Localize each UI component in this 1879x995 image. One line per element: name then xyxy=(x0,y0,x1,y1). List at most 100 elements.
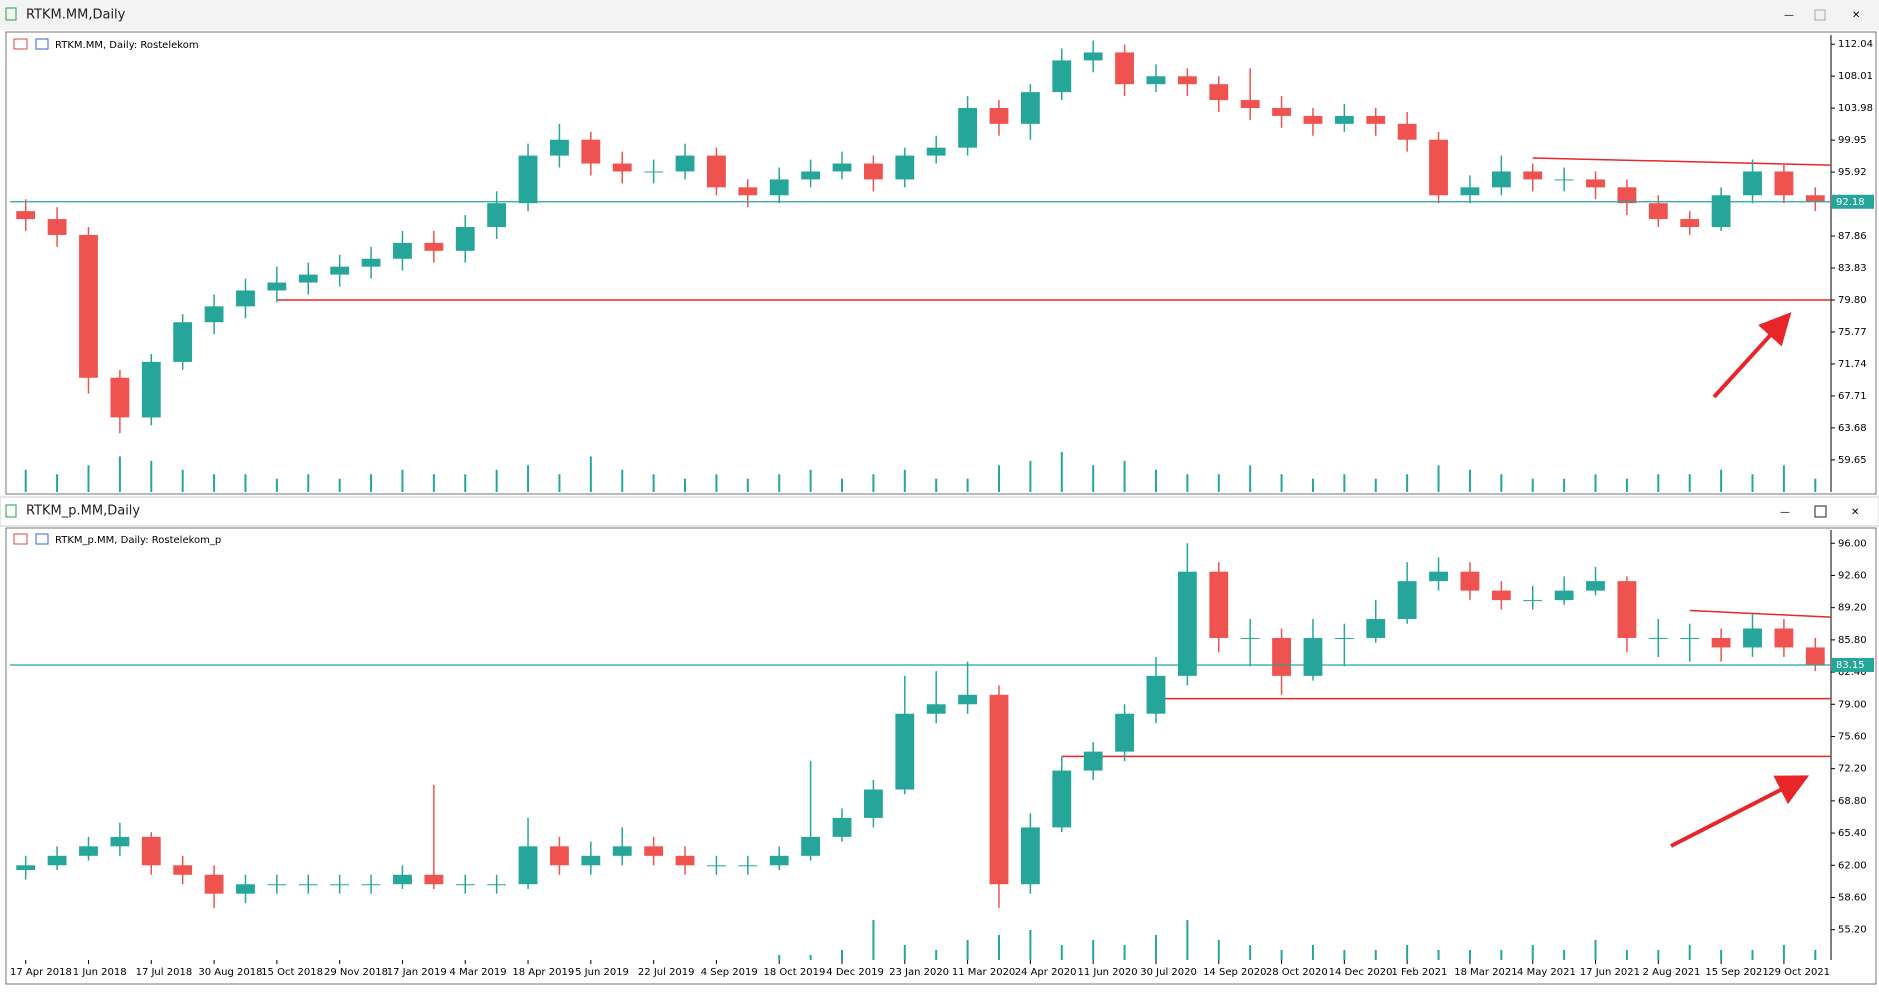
y-tick-label: 96.00 xyxy=(1838,538,1867,549)
x-tick-label: 30 Aug 2018 xyxy=(198,967,262,978)
candle-body xyxy=(1743,628,1762,648)
candle-body xyxy=(1115,713,1134,752)
volume-bar xyxy=(87,465,90,492)
x-tick-label: 24 Apr 2020 xyxy=(1015,967,1077,978)
x-tick-label: 11 Jun 2020 xyxy=(1077,967,1137,978)
volume-bar xyxy=(903,945,906,960)
x-tick-label: 4 Sep 2019 xyxy=(701,967,758,978)
candle-body xyxy=(1240,637,1260,639)
candle-body xyxy=(110,836,130,847)
candle-body xyxy=(801,836,821,856)
volume-bar xyxy=(338,478,341,492)
window-title: RTKM.MM,Daily xyxy=(26,8,126,23)
volume-bar xyxy=(527,465,530,492)
window-icon xyxy=(5,504,17,518)
volume-bar xyxy=(778,955,781,960)
y-tick-label: 89.20 xyxy=(1838,603,1867,614)
volume-bar xyxy=(778,474,781,492)
volume-bar xyxy=(401,469,404,492)
y-tick-label: 95.92 xyxy=(1838,167,1867,178)
candle-body xyxy=(236,884,255,894)
volume-bar xyxy=(1814,478,1817,492)
candle-body xyxy=(518,155,538,204)
volume-bar xyxy=(150,460,153,492)
candle-body xyxy=(1680,637,1700,639)
volume-bar xyxy=(1154,469,1157,492)
volume-bar xyxy=(1720,950,1723,960)
y-tick-label: 85.80 xyxy=(1838,635,1867,646)
candle-body xyxy=(1052,770,1072,828)
candle-body xyxy=(1429,139,1448,196)
candle-body xyxy=(550,139,569,156)
minimize-button[interactable]: — xyxy=(1780,507,1790,518)
candle-body xyxy=(675,155,695,172)
x-tick-label: 2 Aug 2021 xyxy=(1643,967,1701,978)
candle-body xyxy=(895,713,915,790)
volume-bar xyxy=(1688,474,1691,492)
volume-bar xyxy=(1594,474,1597,492)
candle-body xyxy=(1617,187,1637,204)
y-tick-label: 71.74 xyxy=(1838,359,1867,370)
arrow xyxy=(1670,775,1810,848)
candle-body xyxy=(16,211,36,220)
volume-bar xyxy=(1280,950,1283,960)
title-bar xyxy=(0,496,1879,527)
candle-body xyxy=(1491,171,1511,188)
volume-bar xyxy=(1625,478,1628,492)
volume-bar xyxy=(24,469,27,492)
x-tick-label: 15 Sep 2021 xyxy=(1705,967,1768,978)
candle-body xyxy=(487,884,507,886)
candle-body xyxy=(989,107,1009,124)
x-tick-label: 17 Jul 2018 xyxy=(136,967,193,978)
volume-bar xyxy=(935,478,938,492)
x-tick-label: 23 Jan 2020 xyxy=(889,967,949,978)
candle-body xyxy=(1523,171,1543,180)
close-button[interactable]: ✕ xyxy=(1852,10,1860,21)
candle-body xyxy=(1680,219,1700,228)
chart-frame xyxy=(5,527,1877,985)
candle-body xyxy=(1020,92,1040,124)
maximize-button[interactable] xyxy=(1814,505,1827,518)
candle-body xyxy=(581,139,601,164)
volume-bar xyxy=(1437,950,1440,960)
candle-body xyxy=(1491,590,1511,601)
price-label: 92.18 xyxy=(1836,197,1865,208)
maximize-button[interactable] xyxy=(1814,9,1826,21)
candle-body xyxy=(1083,52,1103,61)
volume-bar xyxy=(841,478,844,492)
volume-bar xyxy=(872,920,875,960)
volume-bar xyxy=(370,474,373,492)
candle-body xyxy=(204,874,224,894)
volume-bar xyxy=(1374,950,1377,960)
volume-bar xyxy=(589,456,592,492)
candle-body xyxy=(1272,107,1291,116)
price-label: 83.15 xyxy=(1836,660,1865,671)
y-tick-label: 55.20 xyxy=(1838,925,1867,936)
volume-bar xyxy=(966,478,969,492)
volume-bar xyxy=(652,474,655,492)
close-button[interactable]: ✕ xyxy=(1851,507,1859,518)
volume-bar xyxy=(872,474,875,492)
candle-body xyxy=(1805,195,1825,202)
candle-body xyxy=(393,874,412,885)
candle-body xyxy=(926,704,946,714)
volume-bar xyxy=(1311,478,1314,492)
candle-body xyxy=(581,855,601,866)
volume-bar xyxy=(1311,945,1314,960)
candle-body xyxy=(110,377,130,418)
volume-bar xyxy=(1468,469,1471,492)
volume-bar xyxy=(558,474,561,492)
candle-body xyxy=(1648,203,1668,220)
window-title: RTKM_p.MM,Daily xyxy=(26,504,140,519)
window-icon xyxy=(5,7,17,21)
volume-bar xyxy=(1531,478,1534,492)
y-tick-label: 68.80 xyxy=(1838,796,1867,807)
candle-body xyxy=(361,884,381,886)
volume-bar xyxy=(1374,478,1377,492)
candle-body xyxy=(707,865,726,867)
minimize-button[interactable]: — xyxy=(1784,10,1794,21)
volume-bar xyxy=(1092,940,1095,960)
volume-bar xyxy=(1029,930,1032,960)
trend-line xyxy=(1532,157,1832,166)
